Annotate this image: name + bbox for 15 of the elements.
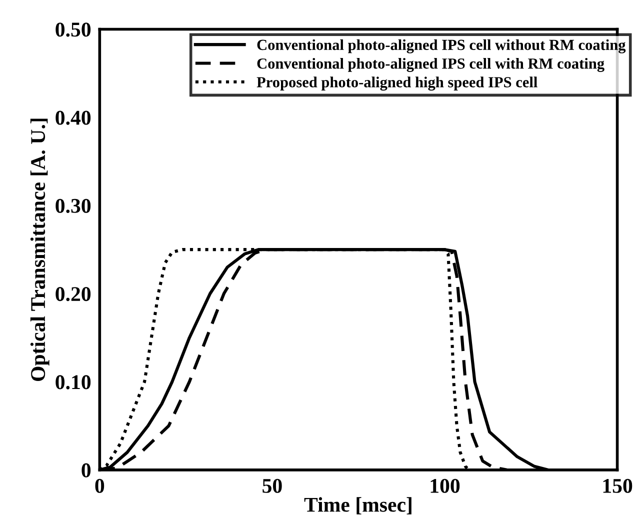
x-tick-label: 50 <box>262 478 282 493</box>
legend-label: Proposed photo-aligned high speed IPS cell <box>256 76 538 91</box>
x-tick-label: 150 <box>603 478 632 493</box>
legend-label: Conventional photo-aligned IPS cell with RM coating <box>257 58 604 72</box>
x-tick-label: 100 <box>430 478 460 493</box>
y-tick-label: 0.40 <box>56 110 91 125</box>
y-tick-label: 0.10 <box>56 375 91 390</box>
y-tick-label: 0.30 <box>56 198 91 214</box>
legend-label: Conventional photo-aligned IPS cell without RM coating <box>257 39 626 54</box>
y-axis-title: Optical Transmittance [A. U.] <box>30 118 50 381</box>
x-tick-label: 0 <box>95 478 104 493</box>
y-tick-label: 0.50 <box>56 22 91 37</box>
x-axis-title: Time [msec] <box>304 497 412 514</box>
y-tick-label: 0.20 <box>56 287 91 302</box>
y-tick-label: 0 <box>82 463 91 478</box>
